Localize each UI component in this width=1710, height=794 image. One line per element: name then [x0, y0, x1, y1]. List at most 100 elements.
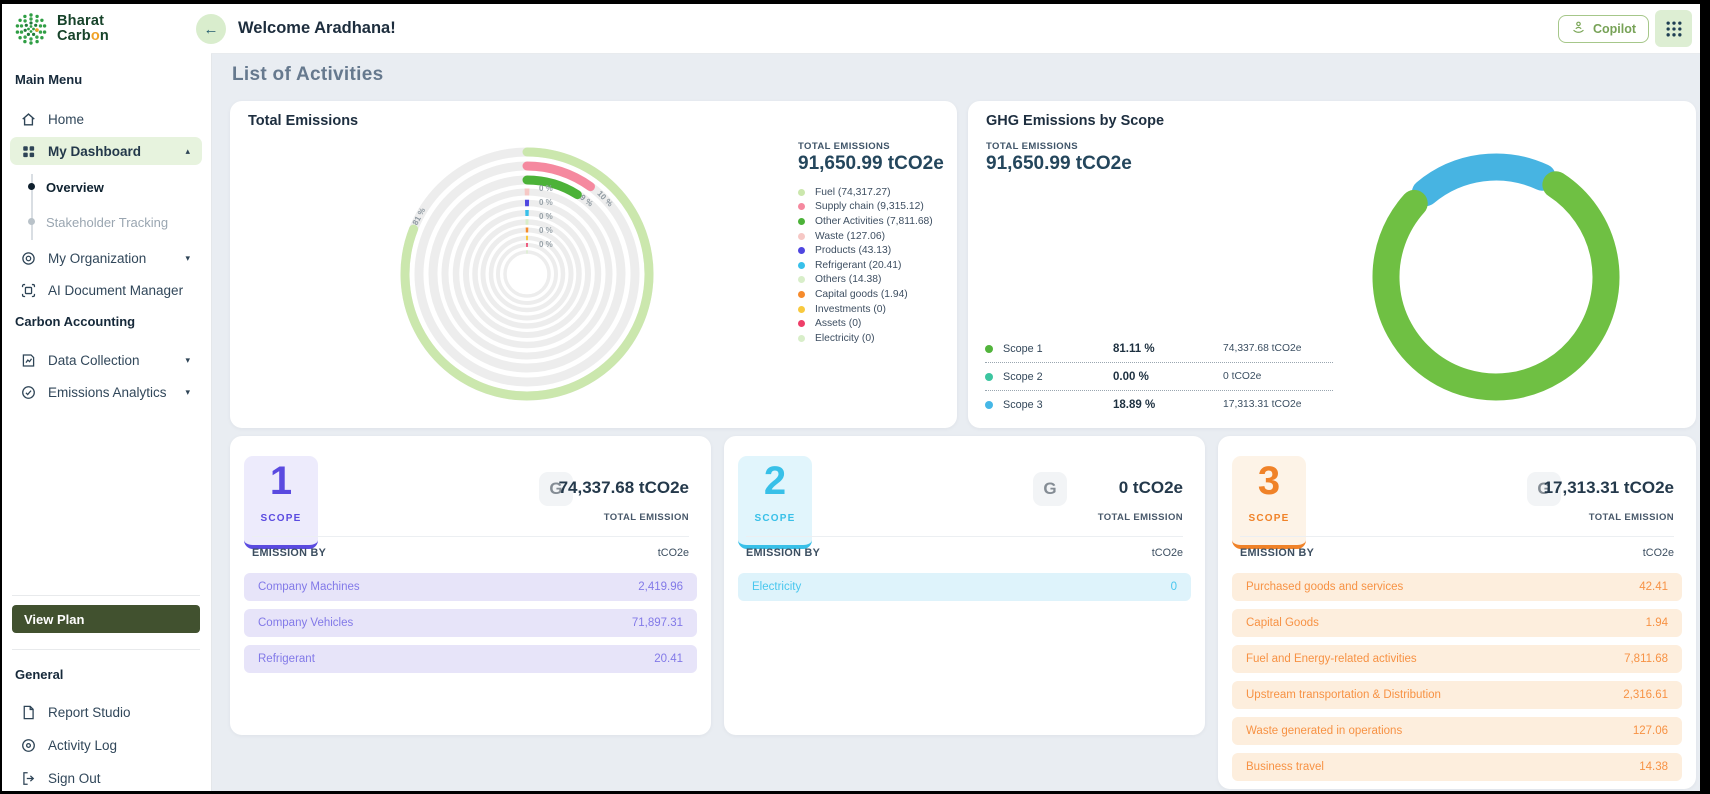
ghg-emissions-card: GHG Emissions by Scope TOTAL EMISSIONS 9…: [968, 101, 1696, 428]
legend-dot-icon: [798, 276, 805, 284]
sidebar-subitem-overview[interactable]: Overview: [46, 175, 196, 199]
organization-icon: [20, 250, 37, 267]
legend-label: Investments (0): [815, 303, 886, 315]
legend-item: Capital goods (1.94): [798, 287, 958, 302]
legend-item: Products (43.13): [798, 243, 958, 258]
sidebar-item-my-dashboard[interactable]: My Dashboard ▴: [10, 137, 202, 165]
emission-by-header: EMISSION BY: [1240, 547, 1315, 559]
top-header: ← Welcome Aradhana! Copilot: [196, 4, 1700, 54]
copilot-hand-icon: [1571, 20, 1586, 38]
emission-value: 20.41: [654, 653, 683, 665]
document-scan-icon: [20, 282, 37, 299]
carbon-accounting-section-label: Carbon Accounting: [15, 314, 136, 329]
sidebar-item-label: Home: [48, 111, 85, 127]
scope-3-card: 3 SCOPE G 17,313.31 tCO2e TOTAL EMISSION EMIS…: [1218, 436, 1696, 789]
frame-edge-left: [0, 0, 2, 794]
view-plan-button[interactable]: View Plan: [12, 605, 200, 633]
emission-value: 127.06: [1632, 725, 1668, 737]
emission-value: 14.38: [1639, 761, 1668, 773]
svg-text:0 %: 0 %: [539, 198, 553, 207]
sidebar-item-report-studio[interactable]: Report Studio: [10, 698, 202, 726]
scope-label: Scope 2: [1003, 370, 1043, 383]
legend-dot-icon: [798, 320, 805, 328]
frame-edge-top: [0, 0, 1710, 4]
scope-label: SCOPE: [1248, 513, 1290, 524]
emission-by-header: EMISSION BY: [252, 547, 327, 559]
scope-label: Scope 1: [1003, 342, 1043, 355]
legend-dot-icon: [798, 217, 805, 225]
sidebar-item-sign-out[interactable]: Sign Out: [10, 764, 202, 791]
legend-label: Supply chain (9,315.12): [815, 201, 924, 213]
scope-number: 3: [1257, 459, 1281, 503]
total-emissions-label: TOTAL EMISSIONS: [986, 141, 1079, 152]
emission-value: 2,419.96: [638, 581, 683, 593]
card-title: Total Emissions: [248, 113, 359, 129]
scope-value: 17,313.31 tCO2e: [1223, 399, 1302, 410]
emission-name: Refrigerant: [258, 653, 315, 665]
emission-value: 71,897.31: [631, 617, 683, 629]
legend-label: Products (43.13): [815, 245, 892, 257]
sidebar-item-data-collection[interactable]: Data Collection ▾: [10, 346, 202, 374]
svg-text:0 %: 0 %: [539, 240, 553, 249]
scope-label: Scope 3: [1003, 398, 1043, 411]
legend-item: Waste (127.06): [798, 229, 958, 244]
emission-row: Refrigerant 20.41: [244, 645, 697, 673]
legend-dot-icon: [798, 261, 805, 269]
sidebar-item-label: My Organization: [48, 250, 147, 266]
sidebar-item-activity-log[interactable]: Activity Log: [10, 731, 202, 759]
scope-number-badge: 3 SCOPE: [1232, 456, 1306, 549]
copilot-button[interactable]: Copilot: [1558, 15, 1650, 43]
company-logo-icon: G: [1527, 472, 1561, 506]
chevron-down-icon: ▾: [185, 252, 190, 263]
unit-header: tCO2e: [1151, 547, 1183, 559]
emission-value: 1.94: [1645, 617, 1668, 629]
sidebar-item-label: Sign Out: [48, 770, 101, 786]
total-emissions-card: Total Emissions 81 % 10 % 9 % 0 % 0 % 0 % 0 % 0…: [230, 101, 957, 428]
emission-rows: Purchased goods and services 42.41 Capital…: [1232, 573, 1682, 789]
main-content: List of Activities Total Emissions 81 % 1…: [211, 53, 1700, 791]
legend-dot-icon: [798, 305, 805, 313]
emission-by-header: EMISSION BY: [746, 547, 821, 559]
company-logo-icon: G: [1033, 472, 1067, 506]
sidebar-item-label: My Dashboard: [48, 143, 142, 159]
sidebar-item-ai-document-manager[interactable]: AI Document Manager: [10, 276, 202, 304]
total-emissions-ring-chart: 81 % 10 % 9 % 0 % 0 % 0 % 0 % 0 %: [387, 134, 667, 414]
chevron-up-icon: ▴: [185, 145, 190, 156]
scope-value: 0 tCO2e: [1223, 371, 1262, 382]
legend-dot-icon: [798, 334, 805, 342]
frame-edge-right: [1700, 0, 1710, 794]
sidebar-item-emissions-analytics[interactable]: Emissions Analytics ▾: [10, 378, 202, 406]
legend-dot-icon: [798, 290, 805, 298]
emission-row: Electricity 0: [738, 573, 1191, 601]
card-divider: [252, 536, 689, 537]
scope-1-card: 1 SCOPE G 74,337.68 tCO2e TOTAL EMISSION EMIS…: [230, 436, 711, 735]
brand-name: Bharat Carbon: [57, 12, 109, 44]
data-collection-icon: [20, 352, 37, 369]
back-arrow-icon: ←: [203, 20, 219, 38]
emission-value: 2,316.61: [1623, 689, 1668, 701]
dashboard-icon: [20, 143, 37, 160]
emission-row: Fuel and Energy-related activities 7,811.…: [1232, 645, 1682, 673]
stakeholder-bullet-icon: [28, 218, 35, 225]
sidebar-item-label: Activity Log: [48, 737, 118, 753]
apps-grid-button[interactable]: [1655, 10, 1692, 47]
total-emissions-value: 91,650.99 tCO2e: [798, 153, 944, 174]
legend-item: Investments (0): [798, 302, 958, 317]
scope-name: Scope 3: [985, 399, 1113, 411]
sidebar-item-my-organization[interactable]: My Organization ▾: [10, 244, 202, 272]
brand-logo[interactable]: Bharat Carbon: [12, 10, 109, 48]
back-button[interactable]: ←: [196, 14, 226, 44]
emission-name: Fuel and Energy-related activities: [1246, 653, 1417, 665]
emission-rows: Company Machines 2,419.96 Company Vehicles…: [244, 573, 697, 681]
legend-item: Supply chain (9,315.12): [798, 200, 958, 215]
legend-label: Electricity (0): [815, 332, 875, 344]
sidebar-subitem-stakeholder-tracking[interactable]: Stakeholder Tracking: [46, 210, 196, 234]
sidebar-item-home[interactable]: Home: [10, 105, 202, 133]
emission-name: Company Machines: [258, 581, 360, 593]
emission-name: Company Vehicles: [258, 617, 354, 629]
copilot-label: Copilot: [1593, 22, 1637, 36]
emission-name: Waste generated in operations: [1246, 725, 1403, 737]
scope-number-badge: 2 SCOPE: [738, 456, 812, 549]
brand-line1: Bharat: [57, 12, 105, 29]
company-logo-icon: G: [539, 472, 573, 506]
